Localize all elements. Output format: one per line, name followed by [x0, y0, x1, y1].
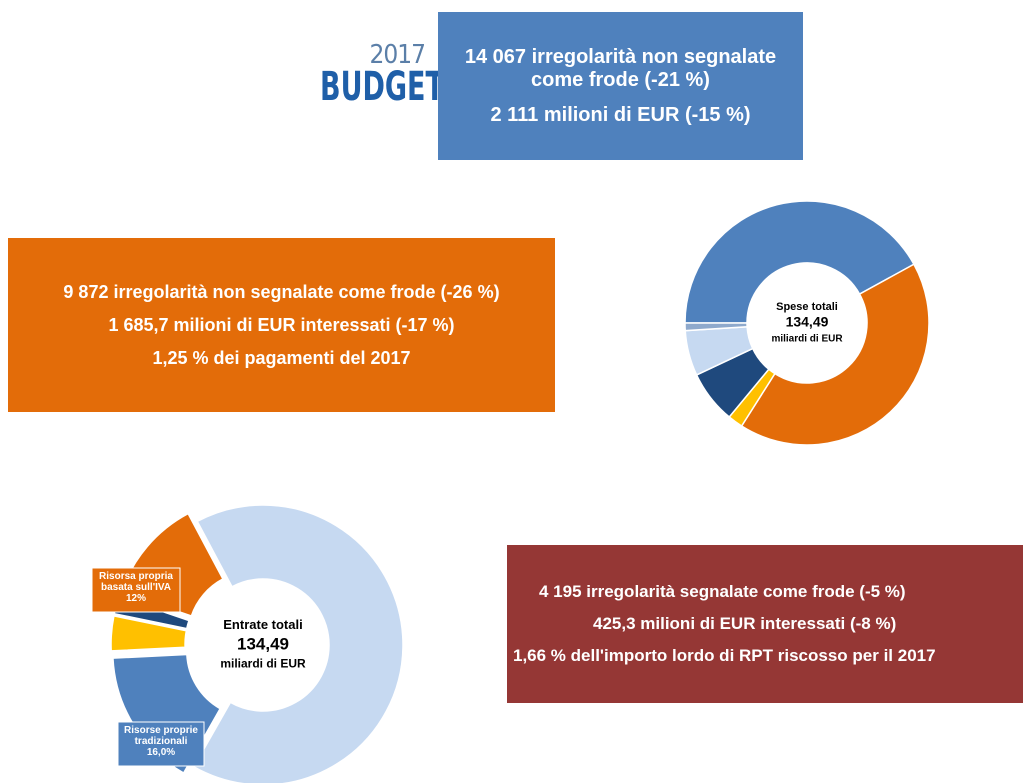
center-text: 134,49: [237, 634, 289, 653]
label-box: [117, 721, 205, 767]
center-text: 134,49: [786, 314, 829, 330]
info-box: 14 067 irregolarità non segnalate come f…: [438, 12, 803, 160]
logo-word: BUDGET: [320, 64, 444, 110]
center-text: miliardi di EUR: [771, 334, 843, 345]
center-text: Spese totali: [776, 301, 838, 313]
box-line: 1,66 % dell'importo lordo di RPT riscoss…: [513, 646, 936, 665]
center-text: miliardi di EUR: [220, 657, 306, 671]
info-box: 9 872 irregolarità non segnalate come fr…: [8, 238, 555, 412]
box-line: 2 111 milioni di EUR (-15 %): [490, 103, 751, 126]
pie-slice: [192, 504, 404, 783]
pie-slice: [684, 322, 748, 332]
center-text: Entrate totali: [223, 617, 302, 632]
box-line: 4 195 irregolarità segnalate come frode …: [539, 582, 906, 601]
slice-label-value: 16,0%: [146, 747, 176, 758]
box-line: 425,3 milioni di EUR interessati (-8 %): [593, 614, 897, 633]
info-box: 4 195 irregolarità segnalate come frode …: [507, 545, 1023, 703]
box-line: 1 685,7 milioni di EUR interessati (-17 …: [108, 314, 455, 335]
logo-year: 2017: [369, 40, 426, 70]
label-box: [91, 567, 181, 613]
box-line: 9 872 irregolarità non segnalate come fr…: [63, 281, 500, 302]
box-line: 1,25 % dei pagamenti del 2017: [152, 347, 411, 368]
pie-slice: [110, 615, 188, 652]
pie-slice: [684, 200, 915, 324]
logo: 2017 BUDGET: [285, 40, 444, 110]
slice-label-name: Risorse proprie tradizionali: [124, 725, 198, 747]
pie-slice: [740, 263, 930, 446]
box-line: 14 067 irregolarità non segnalate come f…: [464, 45, 777, 91]
slice-label-name: Risorsa propria basata sull'IVA: [99, 571, 173, 593]
slice-label-value: 12%: [125, 593, 146, 604]
